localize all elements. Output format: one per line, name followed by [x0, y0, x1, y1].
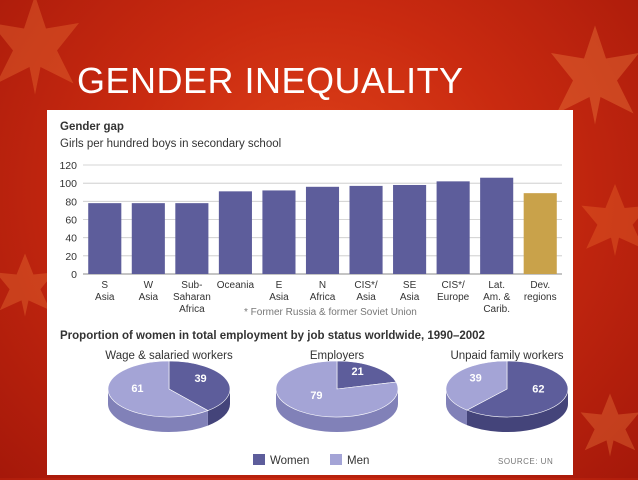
pie-slice-women [466, 360, 569, 418]
legend-women-label: Women [270, 455, 309, 467]
x-category-label: Africa [179, 304, 205, 315]
x-category-label: Asia [269, 292, 289, 303]
pie-chart-label: Wage & salaried workers [105, 350, 233, 362]
bar-chart-subtitle: Girls per hundred boys in secondary scho… [60, 138, 281, 150]
bar-chart-title: Gender gap [60, 121, 124, 133]
bar [218, 191, 252, 274]
pie-chart-label: Unpaid family workers [450, 350, 563, 362]
bar-chart: 020406080100120SAsiaWAsiaSub-SaharanAfri… [59, 160, 562, 315]
bar [262, 190, 296, 274]
bar [480, 177, 514, 274]
pie-slice-men [107, 360, 209, 418]
x-category-label: Oceania [217, 280, 255, 291]
pie-side [207, 389, 230, 426]
pie-chart: Employers 21 79 [275, 350, 399, 432]
x-category-label: W [144, 280, 154, 291]
pie-side [108, 389, 208, 432]
x-category-label: Dev. [530, 280, 550, 291]
pie-value-women: 39 [194, 373, 206, 385]
x-category-label: CIS*/ [441, 280, 465, 291]
legend: Women Men [253, 454, 369, 467]
x-category-label: SE [403, 280, 417, 291]
pie-side [466, 389, 568, 433]
x-category-label: Europe [437, 292, 470, 303]
x-category-label: Africa [310, 292, 336, 303]
bar [131, 203, 165, 274]
x-category-label: Carib. [483, 304, 510, 315]
x-category-label: S [101, 280, 108, 291]
leaf-decoration-icon [580, 393, 638, 457]
pie-slice-men [445, 360, 508, 411]
y-tick-label: 120 [59, 160, 77, 172]
figure-svg: Gender gap Girls per hundred boys in sec… [59, 121, 569, 467]
pie-side [276, 389, 398, 432]
leaf-decoration-icon [551, 25, 638, 125]
y-tick-label: 20 [65, 251, 77, 263]
source-note: SOURCE: UN [498, 457, 553, 466]
x-category-label: Lat. [488, 280, 505, 291]
bar [349, 185, 383, 274]
bar [88, 203, 122, 274]
y-tick-label: 80 [65, 196, 77, 208]
bar [523, 193, 557, 274]
leaf-decoration-icon [0, 253, 55, 317]
figure-panel: Gender gap Girls per hundred boys in sec… [47, 110, 573, 475]
y-tick-label: 100 [59, 178, 77, 190]
pie-chart: Wage & salaried workers 39 61 [105, 350, 233, 432]
pie-value-men: 61 [131, 383, 143, 395]
legend-men-label: Men [347, 455, 369, 467]
x-category-label: Asia [356, 292, 376, 303]
x-category-label: Asia [95, 292, 115, 303]
x-category-label: E [276, 280, 283, 291]
pie-value-men: 79 [310, 390, 322, 402]
bar [305, 186, 340, 274]
pie-chart: Unpaid family workers 62 39 [445, 350, 569, 433]
legend-women-swatch [253, 454, 265, 465]
x-category-label: Saharan [173, 292, 211, 303]
pie-charts: Wage & salaried workers 39 61 Employers 21 79… [105, 350, 569, 433]
x-category-label: Asia [139, 292, 159, 303]
legend-men-swatch [330, 454, 342, 465]
y-tick-label: 0 [71, 269, 77, 281]
bar [175, 203, 209, 274]
pie-section-title: Proportion of women in total employment … [60, 330, 485, 342]
bar [393, 184, 427, 274]
x-category-label: N [319, 280, 326, 291]
x-category-label: regions [524, 292, 557, 303]
leaf-decoration-icon [581, 184, 638, 256]
pie-side [446, 389, 467, 426]
pie-slice-men [275, 360, 399, 418]
x-category-label: CIS*/ [354, 280, 378, 291]
y-tick-label: 40 [65, 233, 77, 245]
pie-value-women: 62 [532, 383, 544, 395]
pie-value-women: 21 [351, 366, 363, 378]
slide-title: GENDER INEQUALITY [77, 60, 464, 101]
pie-value-men: 39 [469, 373, 481, 385]
leaf-decoration-icon [0, 0, 80, 95]
pie-slice-women [336, 360, 397, 390]
pie-chart-label: Employers [310, 350, 365, 362]
x-category-label: Asia [400, 292, 420, 303]
pie-slice-women [168, 360, 231, 411]
bar [436, 181, 470, 274]
y-tick-label: 60 [65, 215, 77, 227]
x-category-label: Am. & [483, 292, 511, 303]
x-category-label: Sub- [181, 280, 202, 291]
bar-chart-footnote: * Former Russia & former Soviet Union [244, 307, 417, 318]
